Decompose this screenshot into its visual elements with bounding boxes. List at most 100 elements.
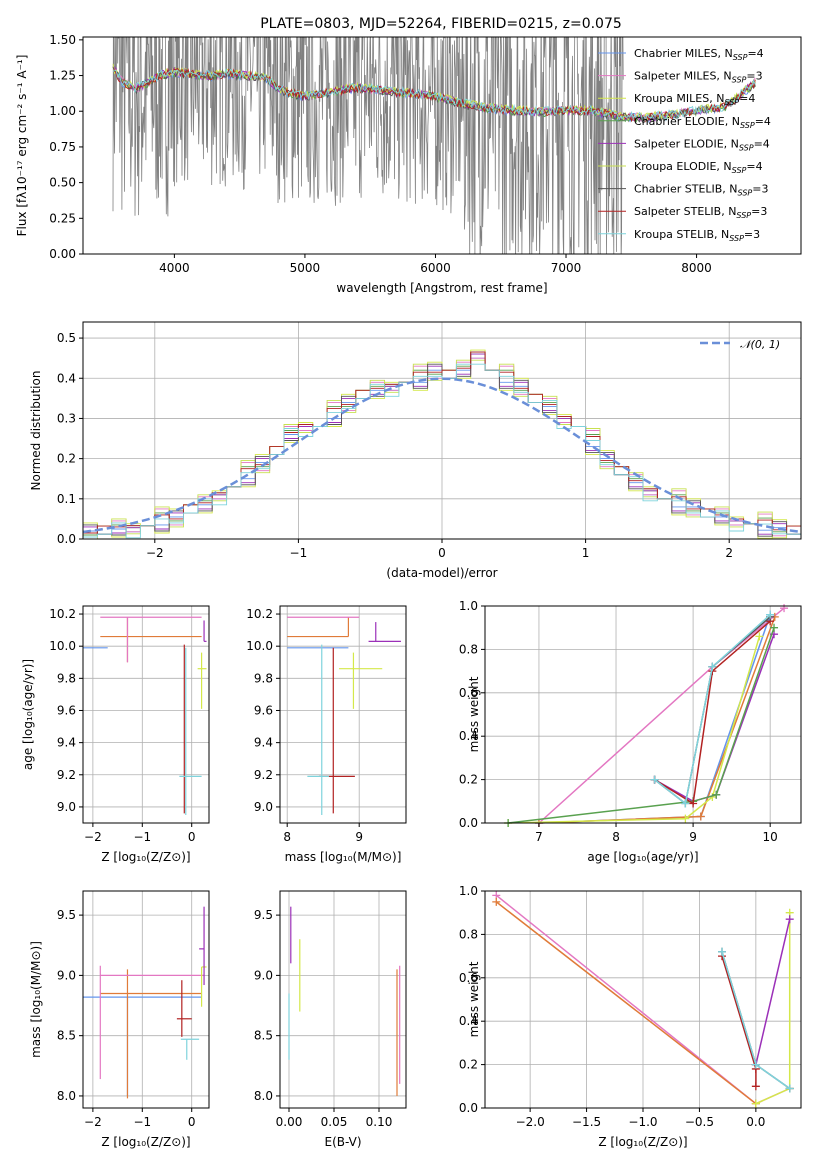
mass-weight-series (654, 616, 771, 805)
legend-label: Salpeter MILES, NSSP=3 (634, 70, 763, 85)
y-tick-label: 9.5 (57, 908, 76, 922)
y-axis-label: age [log₁₀(age/yr)] (21, 659, 35, 770)
x-tick-label: −1 (133, 1115, 151, 1129)
y-tick-label: 8.0 (254, 1089, 273, 1103)
x-tick-label: 8 (283, 830, 291, 844)
legend-label: Chabrier MILES, NSSP=4 (634, 47, 764, 62)
x-axis-label: age [log₁₀(age/yr)] (587, 850, 698, 864)
data-point-marker (785, 1084, 794, 1093)
y-tick-label: 0.0 (459, 816, 478, 830)
data-point-marker (751, 1082, 760, 1091)
y-tick-label: 9.8 (254, 671, 273, 685)
x-tick-label: −0.5 (685, 1115, 714, 1129)
y-tick-label: 10.2 (49, 607, 76, 621)
x-tick-label: 0 (188, 1115, 196, 1129)
spectrum-panel: 4000 5000 6000 7000 8000 0.00 0.25 0.50 0.75 1.00… (15, 33, 802, 295)
y-tick-label: 8.5 (254, 1029, 273, 1043)
legend-label: 𝒩(0, 1) (740, 338, 780, 351)
y-tick-label: 0.8 (459, 927, 478, 941)
figure-title: PLATE=0803, MJD=52264, FIBERID=0215, z=0… (260, 16, 622, 32)
y-tick-label: 10.0 (49, 639, 76, 653)
y-tick-label: 0.5 (57, 331, 76, 345)
y-tick-label: 9.2 (57, 768, 76, 782)
x-tick-label: −1 (290, 546, 308, 560)
y-tick-label: 0.2 (459, 1058, 478, 1072)
data-point-marker (751, 1099, 760, 1108)
x-axis-label: (data-model)/error (386, 566, 497, 580)
y-tick-label: 1.50 (49, 33, 76, 47)
y-tick-label: 0.0 (459, 1101, 478, 1115)
x-tick-label: 4000 (159, 261, 190, 275)
y-tick-label: 0.6 (459, 971, 478, 985)
y-tick-label: 1.0 (459, 884, 478, 898)
y-tick-label: 9.0 (57, 968, 76, 982)
y-tick-label: 0.0 (57, 532, 76, 546)
plot-frame (82, 36, 802, 255)
data-point-marker (766, 610, 775, 619)
data-point-marker (751, 1060, 760, 1069)
y-tick-label: 0.50 (49, 176, 76, 190)
model-spectrum (112, 67, 756, 123)
mass-weight-series (654, 620, 771, 805)
plot-frame (279, 605, 407, 824)
y-axis-label: mass [log₁₀(M/M⊙)] (29, 941, 43, 1058)
y-tick-label: 0.4 (459, 729, 478, 743)
mass-weight-vs-metallicity-panel: −2.0 −1.5 −1.0 −0.5 0.0 0.0 0.2 0.4 0.6 0.8 1.0 Z [… (459, 884, 802, 1149)
observed-spectrum (112, 37, 624, 254)
x-axis-label: Z [log₁₀(Z/Z⊙)] (101, 850, 190, 864)
age-vs-metallicity-panel: −2 −1 0 9.0 9.2 9.4 9.6 9.8 10.0 10.2 Z [log₁₀(Z/Z… (21, 605, 210, 864)
y-axis-label: Flux [fλ10⁻¹⁷ erg cm⁻² s⁻¹ A⁻¹] (15, 55, 29, 237)
data-point-marker (718, 947, 726, 956)
data-point-marker (689, 799, 698, 808)
y-tick-label: 0.2 (57, 452, 76, 466)
y-tick-label: 1.0 (459, 599, 478, 613)
mass-weight-series (654, 614, 771, 805)
x-tick-label: 5000 (290, 261, 321, 275)
data-point-marker (785, 915, 794, 924)
y-tick-label: 0.3 (57, 411, 76, 425)
y-tick-label: 9.0 (57, 800, 76, 814)
data-point-marker (681, 814, 690, 823)
y-tick-label: 10.2 (246, 607, 273, 621)
y-tick-label: 0.1 (57, 492, 76, 506)
y-tick-label: 9.2 (254, 768, 273, 782)
legend-label: Salpeter ELODIE, NSSP=4 (634, 137, 770, 152)
legend-label: Chabrier ELODIE, NSSP=4 (634, 115, 771, 130)
y-tick-label: 8.5 (57, 1029, 76, 1043)
x-tick-label: −2 (146, 546, 164, 560)
y-tick-label: 9.4 (57, 736, 76, 750)
mass-vs-extinction-panel: 0.00 0.05 0.10 8.0 8.5 9.0 9.5 E(B-V) (254, 890, 407, 1149)
y-tick-label: 1.25 (49, 69, 76, 83)
mass-weight-series (508, 627, 775, 824)
y-axis-label: mass weight (467, 961, 481, 1037)
y-tick-label: 0.75 (49, 140, 76, 154)
plot-frame (82, 605, 210, 824)
x-tick-label: −1.0 (628, 1115, 657, 1129)
mass-vs-metallicity-panel: −2 −1 0 8.0 8.5 9.0 9.5 Z [log₁₀(Z/Z⊙)] mass [lo… (29, 890, 210, 1149)
x-tick-label: 9 (689, 830, 697, 844)
x-tick-label: 9 (355, 830, 363, 844)
data-point-marker (708, 662, 717, 671)
y-tick-label: 0.2 (459, 773, 478, 787)
y-tick-label: 9.0 (254, 968, 273, 982)
x-tick-label: −1.5 (572, 1115, 601, 1129)
age-vs-mass-panel: 8 9 9.0 9.2 9.4 9.6 9.8 10.0 10.2 mass [log₁₀(M/M… (246, 605, 407, 864)
x-tick-label: 7 (535, 830, 543, 844)
x-tick-label: 0 (188, 830, 196, 844)
x-tick-label: 0.00 (276, 1115, 303, 1129)
x-axis-label: mass [log₁₀(M/M⊙)] (285, 850, 402, 864)
y-tick-label: 8.0 (57, 1089, 76, 1103)
legend-label: Salpeter STELIB, NSSP=3 (634, 205, 767, 220)
y-tick-label: 1.00 (49, 104, 76, 118)
mass-weight-series (495, 901, 757, 1105)
plot-frame (82, 890, 210, 1109)
x-axis-label: Z [log₁₀(Z/Z⊙)] (598, 1135, 687, 1149)
data-point-marker (650, 775, 659, 784)
x-tick-label: −2.0 (516, 1115, 545, 1129)
y-tick-label: 0.6 (459, 686, 478, 700)
x-tick-label: 6000 (420, 261, 451, 275)
y-tick-label: 9.5 (254, 908, 273, 922)
x-tick-label: −2 (84, 830, 102, 844)
y-tick-label: 0.4 (459, 1014, 478, 1028)
